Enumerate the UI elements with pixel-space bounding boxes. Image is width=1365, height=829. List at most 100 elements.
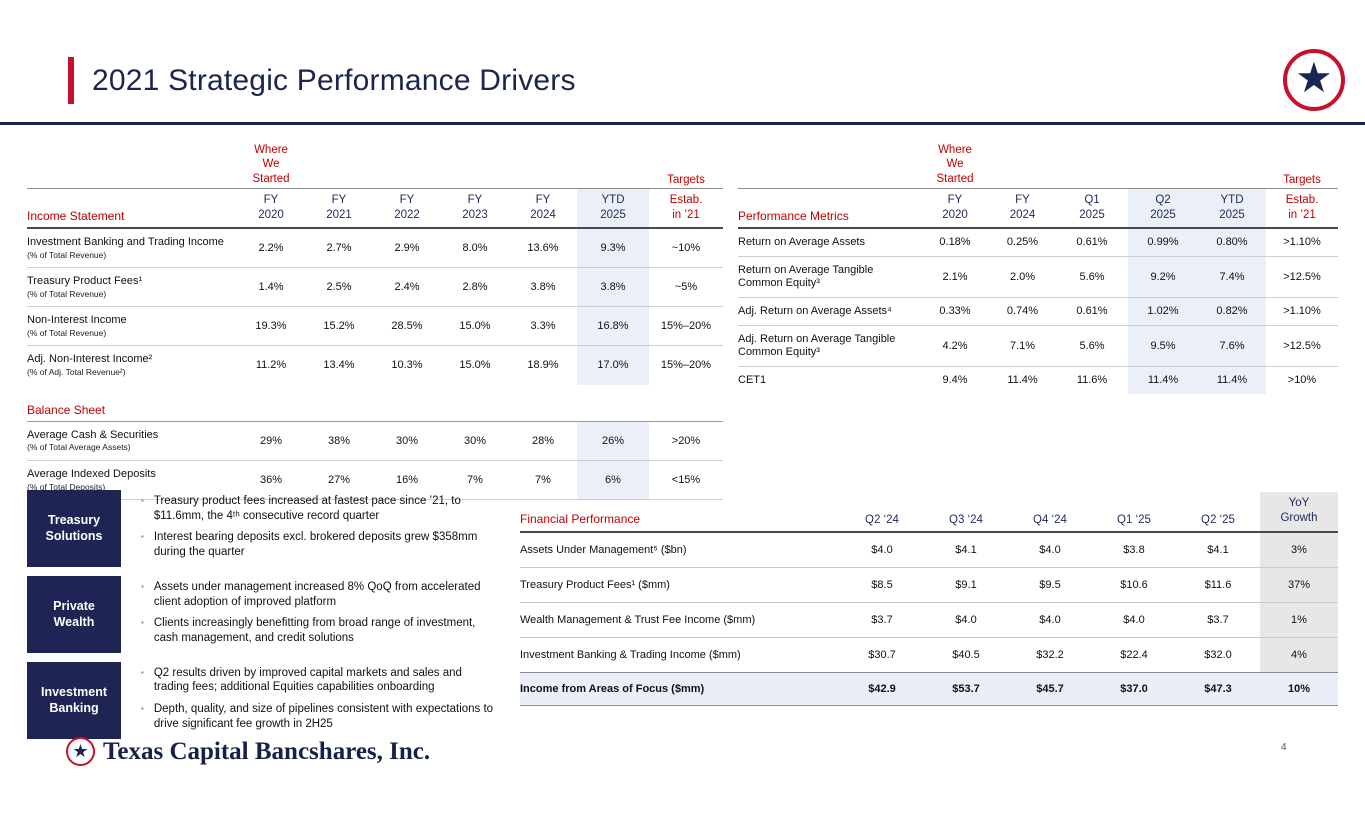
- table-row: Return on Average Tangible Common Equity…: [738, 256, 1338, 298]
- balance-sheet-section-row: Balance Sheet: [27, 384, 723, 422]
- bullet-square-icon: ▪: [141, 532, 144, 542]
- bullet-item: ▪ Treasury product fees increased at fast…: [141, 495, 461, 522]
- income-statement-table: Where We Started Targets Income Statemen…: [27, 130, 723, 500]
- bullet-square-icon: ▪: [141, 704, 144, 714]
- focus-area-treasury-solutions: Treasury Solutions ▪ Treasury product fee…: [27, 490, 507, 567]
- metric-value-cell: $45.7: [1008, 671, 1092, 706]
- metric-value-cell: 29%: [237, 421, 305, 461]
- table-row: Adj. Non-Interest Income² (% of Adj. Tot…: [27, 345, 723, 385]
- metric-value-cell: $8.5: [840, 567, 924, 603]
- table-row: Investment Banking & Trading Income ($mm…: [520, 637, 1338, 673]
- target-value-cell: >1.10%: [1266, 227, 1338, 257]
- where-we-started-row: Where We Started Targets: [738, 130, 1338, 189]
- metric-value-cell: $11.6: [1176, 567, 1260, 603]
- metric-value-cell: 15.2%: [305, 306, 373, 347]
- bullet-list: ▪ Assets under management increased 8% Qo…: [139, 576, 495, 653]
- metric-value-cell: 30%: [373, 421, 441, 461]
- spacer-cell: [1128, 130, 1266, 189]
- column-header-row: Income Statement FY 2020 FY 2021 FY 2022…: [27, 188, 723, 229]
- metric-value-cell-ytd: 11.4%: [1198, 366, 1266, 394]
- metric-value-cell: $4.0: [1008, 531, 1092, 568]
- where-we-started-row: Where We Started Targets: [27, 130, 723, 189]
- row-label: Treasury Product Fees¹ ($mm): [520, 567, 840, 603]
- yoy-value-cell: 37%: [1260, 567, 1338, 603]
- metric-value-cell: 2.5%: [305, 267, 373, 308]
- row-label: Adj. Non-Interest Income² (% of Adj. Tot…: [27, 353, 153, 378]
- column-header: Q1 ‘25: [1092, 492, 1176, 533]
- row-label: Adj. Return on Average Tangible Common E…: [738, 325, 921, 367]
- performance-metrics-section-header: Performance Metrics: [738, 188, 921, 229]
- target-value-cell: >12.5%: [1266, 256, 1338, 298]
- yoy-growth-header: YoY Growth: [1260, 492, 1338, 533]
- metric-value-cell: 5.6%: [1056, 325, 1128, 367]
- targets-label: Targets: [649, 130, 723, 189]
- metric-value-cell: 13.4%: [323, 359, 355, 372]
- metric-value-cell: 7%: [441, 460, 509, 500]
- target-value-cell: >20%: [649, 421, 723, 461]
- table-row: Investment Banking and Trading Income (%…: [27, 227, 723, 269]
- table-row: CET1 9.4% 11.4% 11.6% 11.4% 11.4% >10%: [738, 366, 1338, 394]
- bullet-square-icon: ▪: [141, 667, 144, 677]
- column-header: FY 2020: [921, 188, 989, 229]
- column-header: Q1 2025: [1056, 188, 1128, 229]
- metric-value-cell: 11.6%: [1076, 374, 1108, 387]
- metric-value-cell: $9.1: [924, 567, 1008, 603]
- metric-value-cell-ytd: 7.4%: [1198, 256, 1266, 298]
- footer-brand: ★ Texas Capital Bancshares, Inc.: [66, 737, 430, 766]
- balance-sheet-section-header: Balance Sheet: [27, 384, 723, 422]
- target-value-cell: 15%–20%: [649, 306, 723, 347]
- table-row: Adj. Return on Average Assets⁴ 0.33% 0.7…: [738, 297, 1338, 326]
- metric-value-cell: 16%: [373, 460, 441, 500]
- star-icon: ★: [72, 740, 89, 761]
- metric-value-cell: 2.7%: [305, 227, 373, 269]
- star-icon: ★: [1295, 54, 1333, 101]
- table-row: Assets Under Management⁵ ($bn) $4.0 $4.1…: [520, 531, 1338, 568]
- page-title: 2021 Strategic Performance Drivers: [92, 64, 576, 97]
- bullet-item: ▪ Clients increasingly benefitting from b…: [141, 617, 476, 645]
- spacer-cell: [27, 130, 237, 189]
- focus-area-private-wealth: Private Wealth ▪ Assets under management …: [27, 575, 507, 653]
- metric-value-cell: 2.8%: [441, 267, 509, 308]
- metric-value-cell: 13.6%: [509, 227, 577, 269]
- metric-value-cell: 0.74%: [989, 297, 1056, 326]
- table-row: Average Indexed Deposits (% of Total Dep…: [27, 460, 723, 500]
- metric-value-cell-q2: 9.2%: [1128, 256, 1198, 298]
- target-value-cell: ~10%: [649, 227, 723, 269]
- metric-value-cell: 11.2%: [255, 359, 287, 372]
- bullet-item: ▪ Interest bearing deposits excl. brokere…: [141, 531, 478, 559]
- metric-value-cell-ytd: 9.3%: [577, 227, 649, 269]
- metric-value-cell: $10.6: [1092, 567, 1176, 603]
- metric-value-cell: 2.4%: [373, 267, 441, 308]
- header-divider: [0, 122, 1365, 125]
- targets-estab-header: Estab. in ’21: [1266, 188, 1338, 229]
- metric-value-cell: $3.7: [1176, 602, 1260, 638]
- target-value-cell: >12.5%: [1266, 325, 1338, 367]
- metric-value-cell: $37.0: [1092, 671, 1176, 706]
- metric-value-cell: 0.61%: [1056, 227, 1128, 257]
- metric-value-cell: 7.1%: [989, 325, 1056, 367]
- row-label: Assets Under Management⁵ ($bn): [520, 531, 840, 568]
- spacer-cell: [989, 130, 1128, 189]
- column-header: FY 2020: [237, 188, 305, 229]
- row-label: Investment Banking & Trading Income ($mm…: [520, 648, 741, 661]
- metric-value-cell: 15.0%: [459, 359, 491, 372]
- column-header: Q3 ‘24: [924, 492, 1008, 533]
- column-header: FY 2021: [305, 188, 373, 229]
- where-we-started-label: Where We Started: [921, 130, 989, 189]
- page-number: 4: [1281, 742, 1287, 753]
- metric-value-cell: 38%: [305, 421, 373, 461]
- column-header: FY 2024: [989, 188, 1056, 229]
- investment-banking-box: Investment Banking: [27, 661, 121, 739]
- spacer-cell: [738, 130, 921, 189]
- metric-value-cell: 0.33%: [921, 297, 989, 326]
- texas-capital-logo-circle: ★: [1283, 49, 1345, 111]
- bullet-item: ▪ Depth, quality, and size of pipelines c…: [141, 703, 494, 730]
- table-row: Return on Average Assets 0.18% 0.25% 0.6…: [738, 227, 1338, 257]
- metric-value-cell-ytd: 7.6%: [1198, 325, 1266, 367]
- row-label: Non-Interest Income (% of Total Revenue): [27, 306, 237, 347]
- table-row: Adj. Return on Average Tangible Common E…: [738, 325, 1338, 367]
- metric-value-cell: 15.0%: [441, 306, 509, 347]
- metric-value-cell: $42.9: [840, 671, 924, 706]
- metric-value-cell: $47.3: [1176, 671, 1260, 706]
- column-header-ytd: YTD 2025: [1198, 188, 1266, 229]
